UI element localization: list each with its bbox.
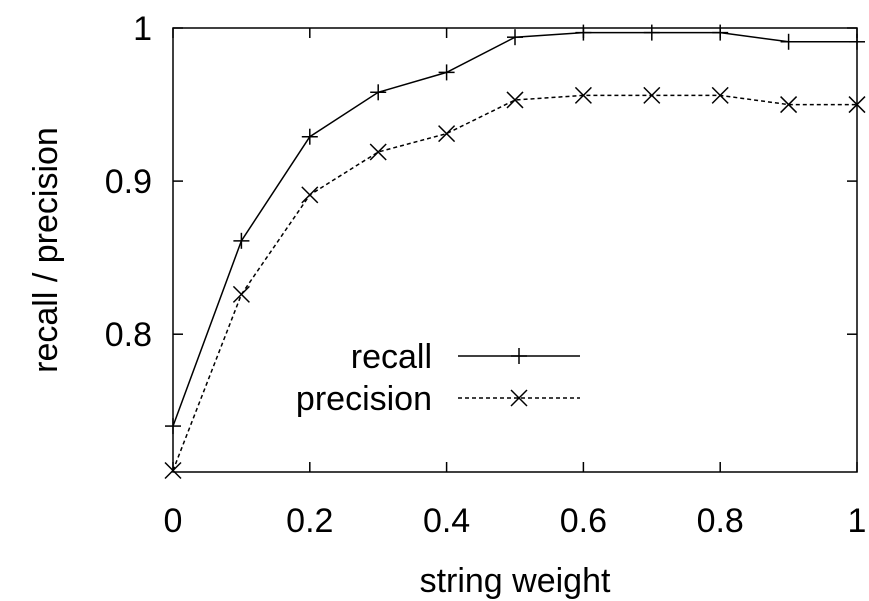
data-point-precision <box>369 143 387 161</box>
legend-label-precision: precision <box>296 380 432 418</box>
data-point-recall <box>643 24 660 41</box>
y-tick-label: 0.9 <box>105 163 152 201</box>
x-tick-label: 1 <box>848 502 867 540</box>
y-tick-label: 0.8 <box>105 316 152 354</box>
series-line-recall <box>172 31 857 427</box>
x-tick-label: 0 <box>164 502 183 540</box>
series-layer <box>164 24 866 479</box>
data-point-recall <box>233 232 250 249</box>
data-point-recall <box>438 64 455 81</box>
legend-marker-precision <box>510 389 528 407</box>
data-point-precision <box>232 285 250 303</box>
x-tick-label: 0.2 <box>286 502 333 540</box>
data-point-recall <box>507 29 523 46</box>
x-tick-label: 0.4 <box>423 502 470 540</box>
x-tick-label: 0.8 <box>697 502 744 540</box>
data-point-precision <box>711 86 729 104</box>
data-point-precision <box>438 125 456 143</box>
legend-label-recall: recall <box>351 338 432 376</box>
legend-marker-recall <box>511 348 527 364</box>
data-point-recall <box>301 128 318 145</box>
legend: recall precision <box>296 338 580 418</box>
y-tick-label: 1 <box>133 10 152 48</box>
series-line-precision <box>172 94 857 471</box>
data-point-precision <box>574 86 592 104</box>
data-point-recall <box>370 84 387 101</box>
data-point-precision <box>506 91 524 109</box>
data-point-recall <box>780 33 797 50</box>
data-point-precision <box>301 186 319 204</box>
tick-labels: 0 0.2 0.4 0.6 0.8 1 0.8 0.9 1 <box>105 10 867 540</box>
data-point-recall <box>712 24 729 41</box>
data-point-precision <box>780 96 798 114</box>
plot-frame <box>172 27 858 473</box>
axis-ticks <box>172 27 858 472</box>
x-tick-label: 0.6 <box>560 502 607 540</box>
y-axis-title: recall / precision <box>27 127 65 373</box>
data-point-precision <box>643 86 661 104</box>
data-point-recall <box>575 24 592 41</box>
x-axis-title: string weight <box>420 562 611 600</box>
